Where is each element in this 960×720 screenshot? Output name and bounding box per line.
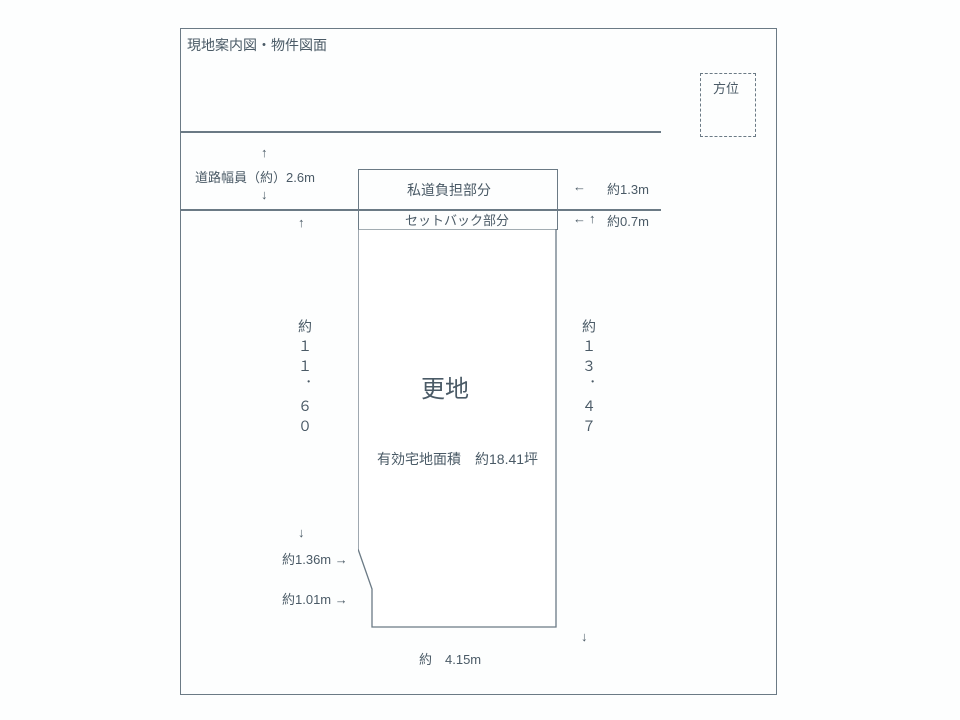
dim-right-height: 約１３．４７ bbox=[579, 319, 599, 439]
page-title: 現地案内図・物件図面 bbox=[187, 35, 327, 55]
dim-private-road: 約1.3m bbox=[607, 179, 649, 198]
area-label: 有効宅地面積 約18.41坪 bbox=[377, 449, 538, 469]
arrow-up-icon-3: ↑ bbox=[298, 215, 305, 230]
dim-bottom-width: 約 4.15m bbox=[419, 649, 481, 668]
arrow-down-icon-2: ↓ bbox=[298, 525, 305, 540]
dim-notch-upper: 約1.36m → bbox=[282, 549, 348, 568]
arrow-down-icon-3: ↓ bbox=[581, 629, 588, 644]
arrow-up-icon-2: ↑ bbox=[589, 211, 596, 226]
arrow-up-icon: ↑ bbox=[261, 145, 268, 160]
lot-shape bbox=[358, 229, 558, 629]
dim-setback: 約0.7m bbox=[607, 211, 649, 230]
lot-label: 更地 bbox=[421, 369, 469, 404]
compass-box: 方位 bbox=[700, 73, 756, 137]
road-width-label: 道路幅員（約）2.6m bbox=[195, 167, 315, 186]
dim-left-height: 約１１．６０ bbox=[295, 319, 315, 439]
private-road-box: 私道負担部分 bbox=[358, 169, 558, 210]
arrow-left-icon: ← bbox=[573, 179, 586, 194]
arrow-left-icon-2: ← bbox=[573, 211, 586, 226]
private-road-label: 私道負担部分 bbox=[407, 180, 491, 200]
dim-notch-lower: 約1.01m → bbox=[282, 589, 348, 608]
road-line-top bbox=[181, 131, 661, 133]
compass-label: 方位 bbox=[713, 78, 739, 97]
setback-label: セットバック部分 bbox=[405, 210, 509, 229]
setback-box: セットバック部分 bbox=[358, 209, 558, 230]
page: 現地案内図・物件図面 方位 ↑ 道路幅員（約）2.6m ↓ 私道負担部分 ← 約… bbox=[0, 0, 960, 720]
arrow-down-icon: ↓ bbox=[261, 187, 268, 202]
outer-frame: 現地案内図・物件図面 方位 ↑ 道路幅員（約）2.6m ↓ 私道負担部分 ← 約… bbox=[180, 28, 777, 695]
